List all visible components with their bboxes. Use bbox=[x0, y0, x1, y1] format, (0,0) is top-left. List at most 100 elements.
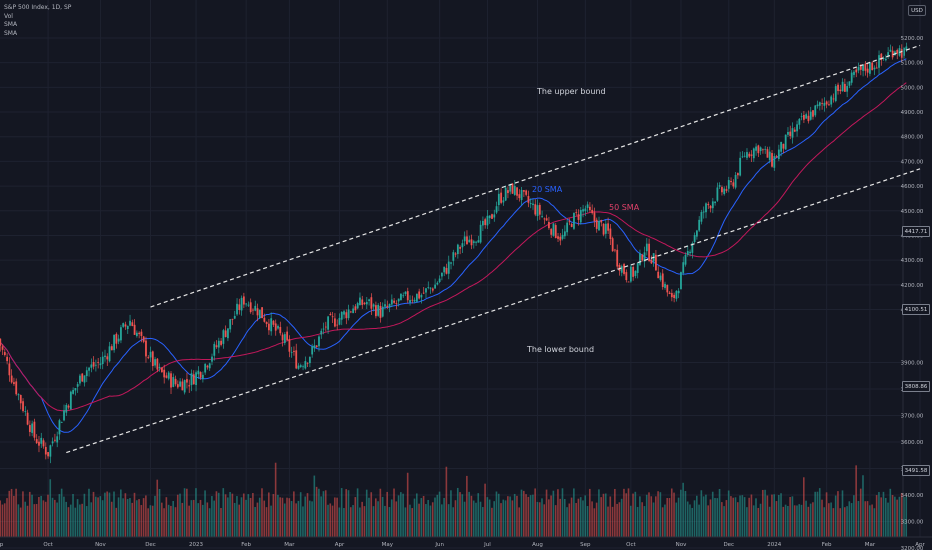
volume-bar bbox=[322, 491, 325, 537]
volume-bar bbox=[126, 499, 129, 537]
upper-trendline[interactable] bbox=[150, 44, 921, 308]
volume-bar bbox=[809, 503, 812, 537]
candle-body bbox=[648, 243, 650, 261]
currency-label[interactable]: USD bbox=[908, 5, 926, 16]
volume-bar bbox=[375, 498, 377, 537]
candle-body bbox=[725, 189, 728, 191]
volume-bar bbox=[586, 506, 589, 537]
volume-bar bbox=[691, 507, 694, 537]
candle-body bbox=[513, 185, 516, 195]
candle-body bbox=[176, 384, 179, 388]
price-tick-label: 3900.00 bbox=[901, 361, 924, 367]
time-tick-label: Apr bbox=[915, 542, 925, 548]
volume-bar bbox=[632, 493, 634, 537]
volume-bar bbox=[759, 503, 762, 537]
volume-bar bbox=[878, 492, 880, 537]
candle-body bbox=[450, 262, 452, 264]
volume-bar bbox=[700, 490, 703, 537]
candle-body bbox=[331, 316, 334, 318]
candle-body bbox=[336, 324, 339, 326]
candle-body bbox=[254, 305, 257, 311]
candle-body bbox=[120, 327, 122, 341]
candle-body bbox=[13, 382, 15, 384]
candle-body bbox=[887, 52, 890, 57]
volume-bar bbox=[67, 507, 70, 537]
volume-bar bbox=[40, 495, 42, 537]
volume-bar bbox=[598, 489, 600, 537]
volume-bar bbox=[793, 505, 796, 537]
volume-bar bbox=[370, 492, 373, 537]
volume-bar bbox=[784, 504, 787, 537]
candle-body bbox=[124, 324, 127, 327]
volume-bar bbox=[509, 496, 511, 537]
candle-body bbox=[723, 188, 726, 195]
candle-body bbox=[345, 312, 348, 319]
volume-bar bbox=[855, 465, 857, 537]
volume-bar bbox=[277, 494, 279, 537]
candle-body bbox=[507, 190, 509, 194]
candle-body bbox=[33, 421, 36, 438]
candle-body bbox=[841, 81, 844, 92]
candle-body bbox=[479, 224, 482, 243]
volume-bar bbox=[684, 490, 687, 537]
volume-bar bbox=[270, 505, 272, 537]
candle-body bbox=[470, 239, 473, 246]
time-tick-label: Oct bbox=[626, 542, 636, 548]
volume-bar bbox=[434, 497, 436, 537]
volume-bar bbox=[336, 497, 338, 537]
candle-body bbox=[680, 272, 682, 290]
volume-bar bbox=[723, 506, 725, 537]
candle-body bbox=[675, 290, 678, 299]
candle-body bbox=[104, 355, 106, 357]
volume-bar bbox=[559, 498, 562, 537]
volume-bar bbox=[461, 494, 464, 537]
candle-body bbox=[693, 235, 696, 242]
legend-sma-2[interactable]: SMA bbox=[4, 29, 18, 37]
legend-sma-1[interactable]: SMA bbox=[4, 21, 18, 28]
volume-bar bbox=[709, 499, 712, 537]
candle-body bbox=[623, 264, 625, 274]
volume-bar bbox=[607, 506, 609, 537]
candle-body bbox=[741, 156, 744, 158]
volume-bar bbox=[388, 507, 391, 537]
candle-body bbox=[755, 146, 757, 151]
lower-trendline[interactable] bbox=[66, 168, 921, 454]
candle-body bbox=[81, 373, 84, 382]
volume-bar bbox=[655, 496, 657, 537]
candle-body bbox=[796, 124, 798, 132]
price-tick-label: 3200.00 bbox=[901, 546, 924, 550]
candle-body bbox=[616, 249, 619, 267]
candle-body bbox=[486, 215, 489, 226]
volume-bar bbox=[236, 496, 238, 537]
volume-bar bbox=[409, 504, 411, 537]
candle-body bbox=[857, 67, 860, 71]
candle-body bbox=[377, 304, 380, 316]
volume-bar bbox=[837, 491, 839, 537]
volume-bar bbox=[511, 500, 514, 537]
volume-bar bbox=[170, 505, 172, 537]
legend-vol[interactable]: Vol bbox=[4, 12, 13, 20]
volume-bar bbox=[377, 501, 379, 537]
candle-body bbox=[529, 203, 532, 205]
volume-bar bbox=[400, 492, 402, 537]
candle-body bbox=[714, 201, 717, 204]
candle-body bbox=[297, 365, 300, 369]
volume-bar bbox=[90, 502, 93, 537]
volume-bar bbox=[543, 504, 546, 537]
volume-bar bbox=[381, 496, 384, 537]
volume-bar bbox=[670, 488, 673, 537]
volume-bar bbox=[846, 506, 848, 537]
volume-bar bbox=[497, 493, 500, 537]
volume-bar bbox=[302, 506, 304, 537]
volume-bar bbox=[10, 488, 13, 537]
candle-body bbox=[461, 243, 464, 248]
volume-bar bbox=[138, 499, 140, 537]
candle-body bbox=[19, 395, 22, 404]
volume-bar bbox=[568, 503, 571, 537]
volume-bar bbox=[762, 489, 764, 537]
volume-bar bbox=[201, 504, 204, 537]
volume-bar bbox=[787, 506, 789, 537]
candle-body bbox=[83, 375, 86, 383]
candle-body bbox=[784, 134, 787, 150]
